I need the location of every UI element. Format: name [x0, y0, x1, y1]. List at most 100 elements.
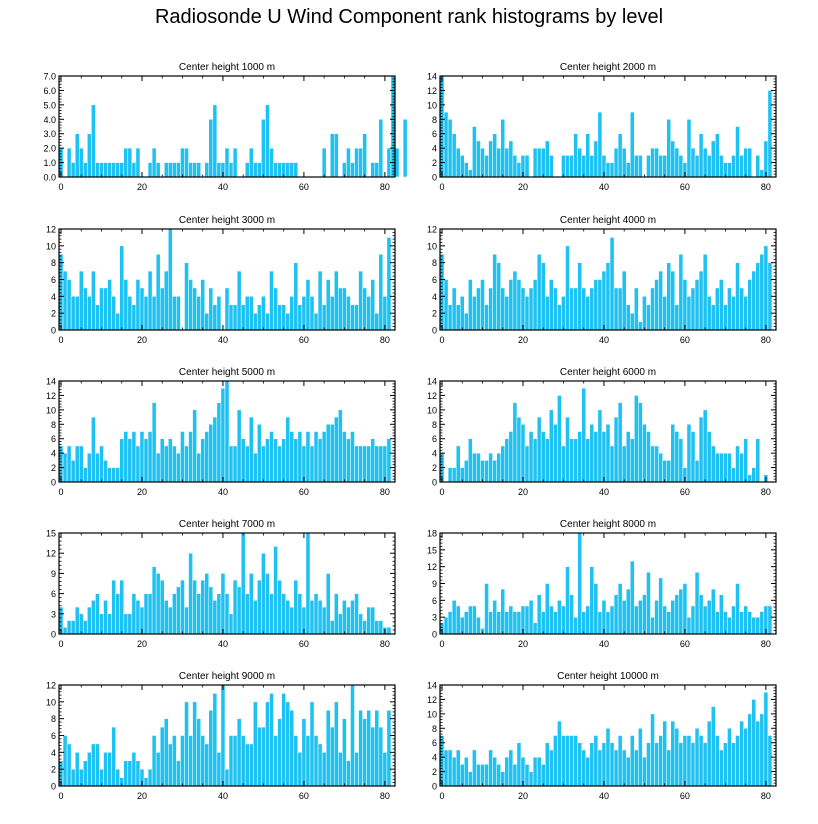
- histogram-bar: [731, 155, 736, 178]
- histogram-bar: [313, 431, 319, 483]
- histogram-bar: [601, 270, 607, 331]
- histogram-bar: [172, 593, 177, 635]
- y-tick-label: 2: [432, 309, 437, 319]
- histogram-bar: [95, 304, 100, 331]
- histogram-bar: [91, 104, 96, 178]
- histogram-bar: [135, 445, 141, 483]
- y-tick-label: 4: [432, 144, 437, 154]
- histogram-bar: [257, 726, 262, 787]
- histogram-bar: [666, 119, 671, 178]
- y-tick-label: 4: [51, 449, 56, 459]
- y-tick-label: 6: [432, 129, 437, 139]
- histogram-bar: [83, 467, 88, 483]
- histogram-bar: [735, 583, 740, 635]
- histogram-bar: [638, 728, 643, 787]
- histogram-bar: [642, 756, 647, 787]
- histogram-bar: [192, 701, 197, 787]
- histogram-bar: [390, 75, 396, 178]
- y-tick-label: 4: [432, 292, 437, 302]
- x-tick-label: 80: [380, 791, 390, 801]
- histogram-bar: [192, 162, 197, 178]
- histogram-bar: [220, 387, 226, 483]
- histogram-bar: [188, 431, 193, 483]
- histogram-bar: [325, 279, 331, 331]
- histogram-bar: [184, 606, 189, 635]
- y-tick-label: 4: [51, 748, 56, 758]
- histogram-bar: [78, 768, 84, 787]
- histogram-bar: [127, 147, 133, 178]
- histogram-bar: [557, 304, 562, 331]
- histogram-bar: [131, 162, 137, 178]
- histogram-bar: [135, 600, 141, 635]
- histogram-bar: [617, 583, 623, 635]
- histogram-bar: [715, 133, 720, 178]
- histogram-bar: [553, 287, 558, 331]
- histogram-bar: [350, 431, 355, 483]
- histogram-bar: [561, 445, 566, 483]
- y-tick-label: 12: [46, 549, 56, 559]
- histogram-bar: [468, 279, 473, 331]
- histogram-bar: [115, 593, 120, 635]
- histogram-bar: [512, 764, 518, 787]
- histogram-bar: [123, 431, 129, 483]
- histogram-bar: [451, 467, 457, 483]
- histogram-bar: [723, 611, 728, 635]
- histogram-bar: [313, 593, 319, 635]
- histogram-bar: [439, 254, 445, 331]
- x-tick-label: 40: [218, 639, 228, 649]
- histogram-bar: [715, 735, 720, 787]
- histogram-bar: [265, 312, 270, 331]
- plot-frame: [439, 684, 777, 787]
- histogram-bar: [674, 304, 680, 331]
- histogram-bar: [95, 162, 100, 178]
- histogram-bar: [447, 467, 453, 483]
- rank-histogram-2: Center height 2000 m 0 2 4 6 8 10 12 14 0 20 40 60 80: [427, 62, 777, 192]
- histogram-bar: [609, 162, 615, 178]
- histogram-bar: [557, 720, 562, 787]
- histogram-bar: [168, 438, 173, 483]
- histogram-bar: [70, 162, 76, 178]
- histogram-bar: [658, 735, 663, 787]
- histogram-bar: [472, 296, 477, 331]
- histogram-bar: [500, 287, 506, 331]
- histogram-bar: [155, 162, 161, 178]
- y-tick-label: 6: [432, 738, 437, 748]
- histogram-bar: [678, 438, 684, 483]
- histogram-bar: [204, 431, 210, 483]
- histogram-bar: [277, 162, 282, 178]
- histogram-bar: [253, 162, 258, 178]
- histogram-bar: [281, 304, 286, 331]
- histogram-bar: [476, 616, 481, 635]
- histogram-bar: [289, 710, 295, 787]
- histogram-bar: [504, 296, 510, 331]
- histogram-bar: [585, 756, 591, 787]
- histogram-bar: [476, 452, 481, 483]
- histogram-bar: [747, 611, 752, 635]
- histogram-bar: [277, 304, 282, 331]
- histogram-bar: [613, 287, 619, 331]
- histogram-bar: [220, 684, 226, 787]
- y-tick-label: 2: [432, 158, 437, 168]
- histogram-bar: [698, 594, 704, 635]
- histogram-bar: [325, 573, 331, 635]
- histogram-bar: [573, 287, 578, 331]
- histogram-bar: [212, 104, 218, 178]
- histogram-bar: [484, 764, 489, 787]
- histogram-bar: [492, 460, 497, 483]
- histogram-bar: [228, 162, 234, 178]
- histogram-bar: [528, 600, 534, 635]
- histogram-bar: [613, 594, 619, 635]
- histogram-bar: [168, 606, 173, 635]
- rank-histogram-7: Center height 7000 m 0 3 6 9 12 15 0 20 40 60 80: [46, 519, 396, 649]
- histogram-bar: [338, 752, 343, 787]
- histogram-bar: [143, 593, 149, 635]
- histogram-bar: [70, 296, 76, 331]
- histogram-bar: [719, 452, 724, 483]
- x-tick-label: 0: [59, 182, 64, 192]
- histogram-bar: [370, 726, 376, 787]
- histogram-bar: [589, 742, 595, 787]
- histogram-bar: [739, 720, 744, 787]
- histogram-bar: [200, 279, 205, 331]
- histogram-bar: [484, 460, 489, 483]
